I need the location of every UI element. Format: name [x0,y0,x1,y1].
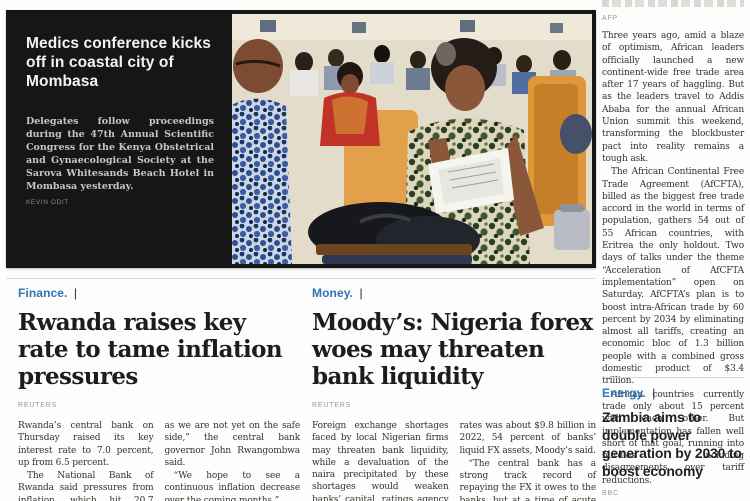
money-byline: REUTERS [312,402,352,409]
money-headline: Moody’s: Nigeria forex woes may threaten… [312,309,593,390]
finance-col-2: as we are not yet on the safe side,” the… [165,420,301,501]
article-money: Money. | Moody’s: Nigeria forex woes may… [312,286,596,501]
money-col-1: Foreign exchange shortages faced by loca… [312,420,449,501]
section-label-finance: Finance. [18,286,68,300]
money-paragraph: rates was about $9.8 billion in 2022, 54… [459,421,597,456]
article-finance: Finance. | Rwanda raises key rate to tam… [18,286,300,501]
kicker-pipe: | [359,286,363,300]
money-col-2: rates was about $9.8 billion in 2022, 54… [460,420,597,501]
photo-caption: Delegates follow proceedings during the … [26,116,214,192]
right-rail-afp-story: AFP Three years ago, amid a blaze of opt… [602,0,744,487]
afp-paragraph: Three years ago, amid a blaze of optimis… [602,31,744,164]
energy-headline: Zambia aims to double power generation b… [602,409,742,479]
finance-col-1: Rwanda’s central bank on Thursday raised… [18,420,154,501]
finance-byline: REUTERS [18,402,58,409]
divider-right-rail [602,377,744,378]
afp-paragraph: The African Continental Free Trade Agree… [602,167,744,387]
conference-photo [232,14,592,264]
section-label-energy: Energy. [602,386,646,400]
section-kicker-money: Money. | [312,286,596,300]
photo-credit: KEVIN ODIT [26,199,69,206]
finance-paragraph: The National Bank of Rwanda said pressur… [18,471,154,501]
divider-under-photo [6,278,596,279]
afp-byline: AFP [602,15,619,22]
article-energy: Energy. | Zambia aims to double power ge… [602,386,744,501]
finance-headline: Rwanda raises key rate to tame inflation… [18,309,283,390]
photo-caption-panel: Medics conference kicks off in coastal c… [6,10,232,268]
section-label-money: Money. [312,286,354,300]
photo-headline: Medics conference kicks off in coastal c… [26,35,211,90]
finance-paragraph: “We hope to see a continuous inflation d… [164,471,301,501]
section-kicker-energy: Energy. | [602,386,744,400]
energy-byline: BBC [602,490,619,497]
money-paragraph: “The central bank has a strong track rec… [459,458,597,501]
kicker-pipe: | [652,386,656,400]
finance-paragraph: as we are not yet on the safe side,” the… [164,421,301,468]
finance-paragraph: Rwanda’s central bank on Thursday raised… [18,421,154,468]
lead-photo-block: Medics conference kicks off in coastal c… [6,10,596,268]
afp-paragraph: African countries currently trade only a… [602,389,744,486]
kicker-pipe: | [73,286,78,300]
section-kicker-finance: Finance. | [18,286,300,300]
money-paragraph: Foreign exchange shortages faced by loca… [312,421,449,501]
cropped-headline-bottom [602,0,744,7]
